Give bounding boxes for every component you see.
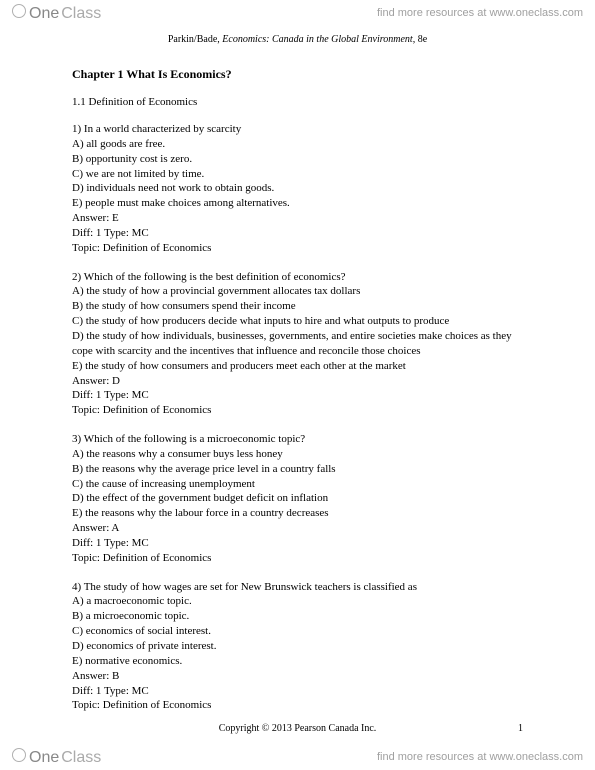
question-block: 2) Which of the following is the best de… (72, 270, 523, 418)
question-choice: C) the cause of increasing unemployment (72, 477, 523, 492)
question-choice: B) the study of how consumers spend thei… (72, 299, 523, 314)
question-meta-diff: Diff: 1 Type: MC (72, 226, 523, 241)
logo-circle-icon (12, 748, 26, 762)
page-footer: Copyright © 2013 Pearson Canada Inc. 1 (72, 723, 523, 734)
question-meta-topic: Topic: Definition of Economics (72, 403, 523, 418)
question-choice: A) the study of how a provincial governm… (72, 284, 523, 299)
question-choice: D) the effect of the government budget d… (72, 491, 523, 506)
question-choice: E) the reasons why the labour force in a… (72, 506, 523, 521)
question-stem: 4) The study of how wages are set for Ne… (72, 580, 523, 595)
question-choice: D) individuals need not work to obtain g… (72, 181, 523, 196)
logo: OneClass (12, 4, 101, 23)
logo-text-class: Class (61, 749, 101, 767)
question-block: 1) In a world characterized by scarcityA… (72, 122, 523, 256)
site-footer: OneClass find more resources at www.onec… (0, 744, 595, 770)
question-choice: E) people must make choices among altern… (72, 196, 523, 211)
question-choice: B) a microeconomic topic. (72, 609, 523, 624)
question-answer: Answer: D (72, 374, 523, 389)
question-choice: D) economics of private interest. (72, 639, 523, 654)
header-tagline: find more resources at www.oneclass.com (377, 7, 583, 19)
question-answer: Answer: B (72, 669, 523, 684)
question-meta-topic: Topic: Definition of Economics (72, 241, 523, 256)
questions-list: 1) In a world characterized by scarcityA… (72, 122, 523, 713)
question-choice: B) opportunity cost is zero. (72, 152, 523, 167)
question-choice: A) all goods are free. (72, 137, 523, 152)
question-choice: E) the study of how consumers and produc… (72, 359, 523, 374)
question-meta-topic: Topic: Definition of Economics (72, 698, 523, 713)
book-authors: Parkin/Bade, (168, 34, 220, 45)
question-meta-topic: Topic: Definition of Economics (72, 551, 523, 566)
logo-circle-icon (12, 4, 26, 18)
question-choice: A) a macroeconomic topic. (72, 594, 523, 609)
question-answer: Answer: A (72, 521, 523, 536)
chapter-title: Chapter 1 What Is Economics? (72, 67, 523, 82)
question-answer: Answer: E (72, 211, 523, 226)
logo-text-class: Class (61, 5, 101, 23)
question-block: 3) Which of the following is a microecon… (72, 432, 523, 566)
copyright-text: Copyright © 2013 Pearson Canada Inc. (92, 723, 503, 734)
logo-text-one: One (29, 749, 59, 767)
logo-text-one: One (29, 5, 59, 23)
book-header: Parkin/Bade, Economics: Canada in the Gl… (72, 34, 523, 45)
question-stem: 2) Which of the following is the best de… (72, 270, 523, 285)
page-number: 1 (503, 723, 523, 734)
logo-footer: OneClass (12, 748, 101, 767)
question-meta-diff: Diff: 1 Type: MC (72, 536, 523, 551)
question-stem: 3) Which of the following is a microecon… (72, 432, 523, 447)
question-meta-diff: Diff: 1 Type: MC (72, 684, 523, 699)
question-choice: E) normative economics. (72, 654, 523, 669)
site-header: OneClass find more resources at www.onec… (0, 0, 595, 26)
question-choice: D) the study of how individuals, busines… (72, 329, 523, 359)
question-choice: A) the reasons why a consumer buys less … (72, 447, 523, 462)
question-block: 4) The study of how wages are set for Ne… (72, 580, 523, 714)
book-edition: 8e (418, 34, 427, 45)
question-choice: C) the study of how producers decide wha… (72, 314, 523, 329)
question-meta-diff: Diff: 1 Type: MC (72, 388, 523, 403)
book-title: Economics: Canada in the Global Environm… (222, 34, 415, 45)
document-page: Parkin/Bade, Economics: Canada in the Gl… (0, 34, 595, 740)
footer-tagline: find more resources at www.oneclass.com (377, 751, 583, 763)
question-choice: C) we are not limited by time. (72, 167, 523, 182)
section-title: 1.1 Definition of Economics (72, 96, 523, 108)
question-choice: B) the reasons why the average price lev… (72, 462, 523, 477)
question-choice: C) economics of social interest. (72, 624, 523, 639)
question-stem: 1) In a world characterized by scarcity (72, 122, 523, 137)
